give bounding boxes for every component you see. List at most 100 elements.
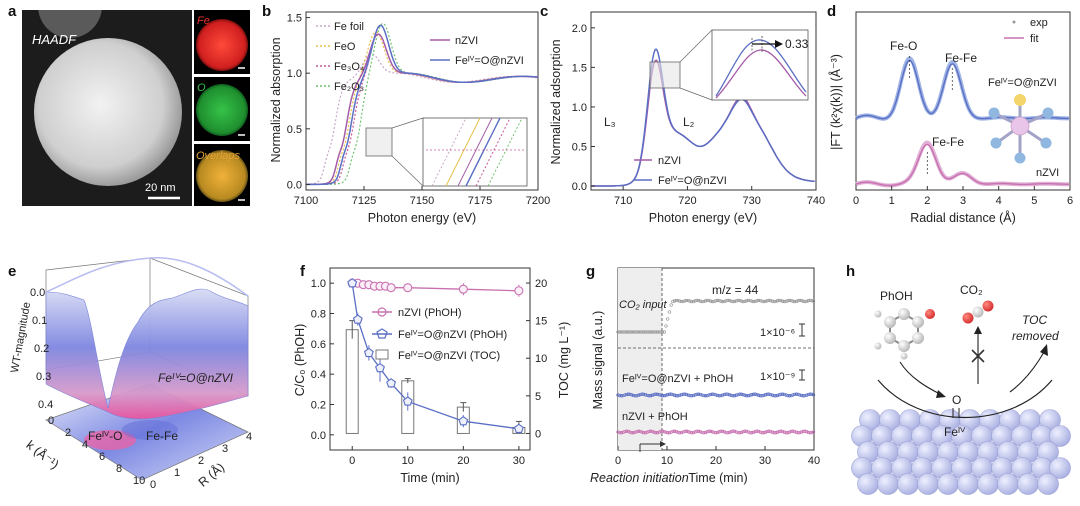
g-feivo-point xyxy=(654,392,658,396)
d-ticks: 0 1 2 3 4 5 6 xyxy=(853,186,1073,207)
legend-feo: FeO xyxy=(334,41,356,53)
g-nzvi-point xyxy=(631,431,636,435)
g-co2-point xyxy=(717,298,721,303)
panel-h: h PhOH CO xyxy=(846,263,1071,495)
d-legend-fit: fit xyxy=(1030,33,1039,45)
f-xtick-label: 10 xyxy=(402,455,414,467)
g-co2-point xyxy=(770,299,775,303)
g-nzvi-point xyxy=(780,429,785,434)
f-xtick-label: 20 xyxy=(457,455,469,467)
g-nzvi-point xyxy=(633,430,637,434)
g-nzvi-point xyxy=(671,429,675,434)
legend-nzvi: nZVI xyxy=(455,35,478,47)
e-zlabel: WT-magnitude xyxy=(9,301,33,374)
g-nzvi-point xyxy=(623,429,627,434)
g-co2-point xyxy=(710,299,714,304)
g-co2-point xyxy=(794,299,799,304)
e-ztick-label: 0.4 xyxy=(38,399,53,411)
g-nzvi-point xyxy=(654,431,658,435)
h-fe-atom xyxy=(937,473,959,495)
e-title: Feᴵⱽ=O@nZVI xyxy=(158,371,234,385)
g-co2-point xyxy=(648,330,653,334)
panel-a: a HAADF 20 nm Fe O Overlaps xyxy=(8,0,250,206)
e-ktick-label: 8 xyxy=(116,463,122,475)
g-co2-point xyxy=(635,330,639,334)
g-feivo-point xyxy=(638,392,642,397)
panel-d: d 0 1 2 3 4 5 6 Radial distance (Å) |FT (k²χ(k… xyxy=(827,3,1073,225)
g-co2-point xyxy=(703,299,708,303)
g-feivo-point xyxy=(720,393,725,397)
g-feivo-point xyxy=(628,392,632,397)
c-inset xyxy=(711,29,809,101)
g-nzvi-point xyxy=(695,429,699,433)
g-co2-input: CO₂ input xyxy=(619,299,668,311)
g-nzvi-point xyxy=(659,429,663,434)
h-fe-atom xyxy=(1037,473,1059,495)
d-xtick-label: 5 xyxy=(1031,195,1037,207)
g-feivo-point xyxy=(695,392,699,397)
e-ktick-label: 2 xyxy=(65,427,71,439)
e-label-feivo: Feᴵⱽ-O xyxy=(88,429,123,443)
legend-fe-foil: Fe foil xyxy=(334,21,364,33)
g-co2-point xyxy=(647,330,651,334)
g-feivo-point xyxy=(624,392,629,397)
g-feivo-point xyxy=(630,393,634,397)
g-nzvi-point xyxy=(796,431,800,435)
g-co2-point xyxy=(707,298,711,303)
g-nzvi-point xyxy=(791,429,795,433)
g-nzvi-point xyxy=(660,429,665,433)
g-nzvi-point xyxy=(748,431,752,435)
b-legend-left: Fe foil FeO Fe₃O₄ Fe₂O₃ xyxy=(316,21,365,93)
g-co2-point xyxy=(767,298,771,303)
g-co2-point xyxy=(720,299,725,304)
g-co2-point xyxy=(799,298,804,303)
g-co2-point xyxy=(654,330,658,334)
e-ztick-label: 0.3 xyxy=(36,371,51,383)
d-label-fe-o: Fe-O xyxy=(890,39,917,53)
g-co2-point xyxy=(726,298,730,303)
h-fe-atom xyxy=(917,473,939,495)
g-co2-point xyxy=(777,298,781,303)
g-nzvi-point xyxy=(698,430,702,434)
e-label-fefe: Fe-Fe xyxy=(146,429,178,443)
g-co2-region xyxy=(618,268,662,450)
h-fe-atom xyxy=(997,473,1019,495)
g-nzvi-point xyxy=(758,430,762,434)
g-nzvi-point xyxy=(753,429,757,434)
f-toc-bars xyxy=(345,320,526,434)
g-co2-point xyxy=(676,298,680,303)
g-nzvi-point xyxy=(681,430,685,434)
g-nzvi-point xyxy=(798,430,802,435)
g-nzvi-point xyxy=(657,430,661,434)
g-nzvi-point xyxy=(746,430,750,434)
panel-label-c: c xyxy=(540,3,548,20)
c-inset-feivo xyxy=(715,39,807,97)
c-series-1 xyxy=(591,48,815,187)
g-co2-point xyxy=(805,299,809,304)
g-co2-point xyxy=(751,299,756,304)
g-co2-point xyxy=(666,317,670,321)
g-nzvi-point xyxy=(642,431,646,435)
g-feivo-point xyxy=(744,394,749,398)
f-ylabel: C/C₀ (PhOH) xyxy=(293,324,307,397)
xanes-curves xyxy=(306,22,539,186)
b-ytick-label: 0.0 xyxy=(287,179,302,191)
g-nzvi-point xyxy=(774,431,778,435)
f-point-nzvi xyxy=(458,284,468,294)
g-co2-point xyxy=(729,299,733,303)
g-nzvi-point xyxy=(750,431,754,435)
g-co2-point xyxy=(784,299,788,304)
g-nzvi-point xyxy=(731,429,735,433)
panel-label-h: h xyxy=(846,263,855,280)
panel-label-b: b xyxy=(262,3,271,20)
g-nzvi-point xyxy=(635,429,639,434)
h-fe-atom xyxy=(977,473,999,495)
g-co2-point xyxy=(624,330,629,334)
g-nzvi-point xyxy=(638,429,642,434)
g-co2-point xyxy=(698,299,702,303)
e-rtick-label: 3 xyxy=(222,443,228,455)
g-nzvi-point xyxy=(664,430,668,434)
h-iron-surface xyxy=(851,409,1071,495)
g-feivo-point xyxy=(650,393,654,397)
g-nzvi-point xyxy=(729,430,733,434)
